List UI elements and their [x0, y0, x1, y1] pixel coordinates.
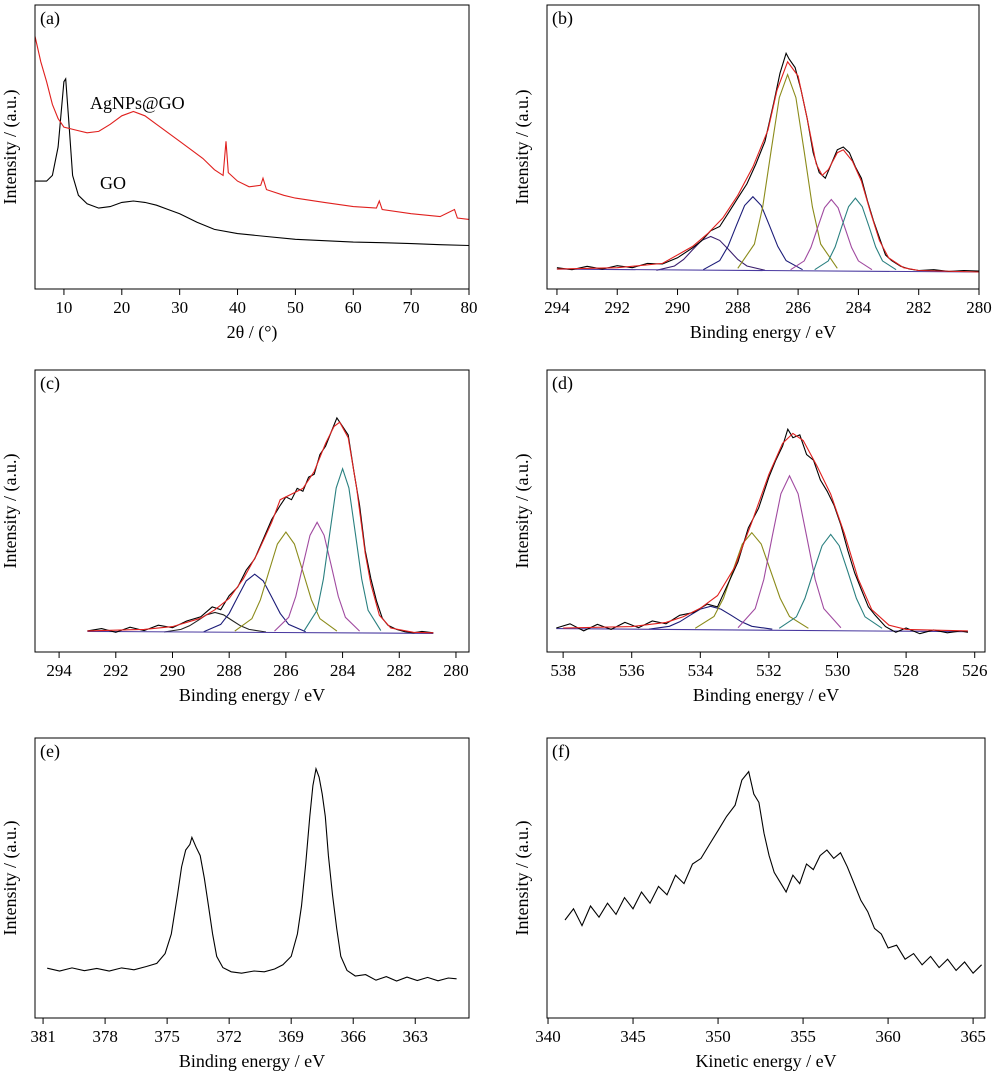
panel-label: (b): [552, 8, 573, 29]
data-line: [274, 521, 360, 632]
x-tick-label: 372: [216, 1027, 242, 1046]
x-tick-label: 286: [785, 298, 811, 317]
x-tick-label: 534: [688, 661, 714, 680]
data-line: [87, 421, 434, 634]
plot-frame: [546, 4, 980, 290]
x-tick-label: 70: [403, 298, 420, 317]
annotation: AgNPs@GO: [90, 93, 185, 113]
plot-frame: [546, 369, 986, 653]
x-axis-label: Binding energy / eV: [179, 685, 325, 705]
plot-frame: [34, 369, 470, 653]
data-line: [203, 573, 306, 633]
data-line: [564, 770, 982, 975]
x-tick-label: 286: [273, 661, 299, 680]
x-axis-label: Binding energy / eV: [179, 1051, 325, 1071]
y-axis-label: Intensity / (a.u.): [512, 821, 533, 936]
y-axis-label: Intensity / (a.u.): [0, 821, 21, 936]
x-tick-label: 366: [340, 1027, 366, 1046]
data-line: [556, 427, 969, 635]
data-line: [303, 466, 382, 631]
x-tick-label: 280: [966, 298, 992, 317]
x-tick-label: 526: [962, 661, 988, 680]
x-tick-label: 363: [402, 1027, 428, 1046]
annotation: GO: [100, 173, 126, 193]
data-line: [556, 51, 979, 272]
data-line: [87, 630, 434, 634]
x-tick-label: 536: [619, 661, 645, 680]
x-tick-label: 530: [825, 661, 851, 680]
x-tick-label: 20: [113, 298, 130, 317]
data-line: [563, 432, 968, 632]
plot-frame: [34, 737, 470, 1019]
plot-frame: [34, 4, 470, 290]
x-tick-label: 30: [171, 298, 188, 317]
data-line: [556, 268, 979, 273]
data-line: [35, 36, 469, 220]
x-tick-label: 528: [893, 661, 919, 680]
plot-frame: [546, 737, 986, 1019]
x-tick-label: 290: [160, 661, 186, 680]
panel-label: (c): [40, 373, 60, 394]
panel-label: (a): [40, 8, 60, 29]
x-tick-label: 282: [387, 661, 413, 680]
data-line: [556, 60, 979, 273]
x-tick-label: 280: [443, 661, 469, 680]
y-axis-label: Intensity / (a.u.): [512, 90, 533, 205]
x-tick-label: 350: [705, 1027, 731, 1046]
panel-label: (f): [552, 741, 570, 762]
data-line: [47, 766, 457, 982]
data-line: [656, 235, 766, 271]
x-tick-label: 10: [55, 298, 72, 317]
data-line: [163, 611, 267, 633]
x-tick-label: 292: [604, 298, 630, 317]
data-line: [778, 533, 883, 629]
x-tick-label: 532: [756, 661, 782, 680]
x-tick-label: 60: [345, 298, 362, 317]
x-tick-label: 288: [725, 298, 751, 317]
x-tick-label: 288: [216, 661, 242, 680]
x-tick-label: 40: [229, 298, 246, 317]
data-line: [648, 605, 773, 630]
x-tick-label: 360: [875, 1027, 901, 1046]
x-tick-label: 355: [790, 1027, 816, 1046]
data-line: [737, 72, 838, 269]
panel-label: (e): [40, 741, 60, 762]
x-tick-label: 345: [620, 1027, 646, 1046]
x-tick-label: 80: [461, 298, 478, 317]
data-line: [790, 198, 873, 271]
x-tick-label: 284: [330, 661, 356, 680]
x-axis-label: 2θ / (°): [227, 322, 278, 343]
data-line: [737, 474, 842, 629]
x-tick-label: 378: [92, 1027, 118, 1046]
x-tick-label: 292: [103, 661, 129, 680]
y-axis-label: Intensity / (a.u.): [0, 454, 21, 569]
x-tick-label: 294: [544, 298, 570, 317]
data-line: [35, 77, 469, 247]
data-line: [234, 531, 338, 632]
y-axis-label: Intensity / (a.u.): [512, 454, 533, 569]
x-tick-label: 365: [960, 1027, 986, 1046]
x-axis-label: Kinetic energy / eV: [695, 1051, 836, 1071]
x-tick-label: 50: [287, 298, 304, 317]
x-tick-label: 282: [906, 298, 932, 317]
x-tick-label: 294: [46, 661, 72, 680]
x-tick-label: 375: [154, 1027, 180, 1046]
panel-label: (d): [552, 373, 573, 394]
x-axis-label: Binding energy / eV: [693, 685, 839, 705]
x-tick-label: 340: [535, 1027, 561, 1046]
data-line: [814, 197, 897, 271]
x-axis-label: Binding energy / eV: [690, 322, 836, 342]
data-line: [694, 531, 809, 629]
x-tick-label: 290: [665, 298, 691, 317]
x-tick-label: 381: [30, 1027, 56, 1046]
x-tick-label: 284: [846, 298, 872, 317]
x-tick-label: 369: [278, 1027, 304, 1046]
y-axis-label: Intensity / (a.u.): [0, 90, 21, 205]
x-tick-label: 538: [550, 661, 576, 680]
data-line: [702, 195, 803, 271]
